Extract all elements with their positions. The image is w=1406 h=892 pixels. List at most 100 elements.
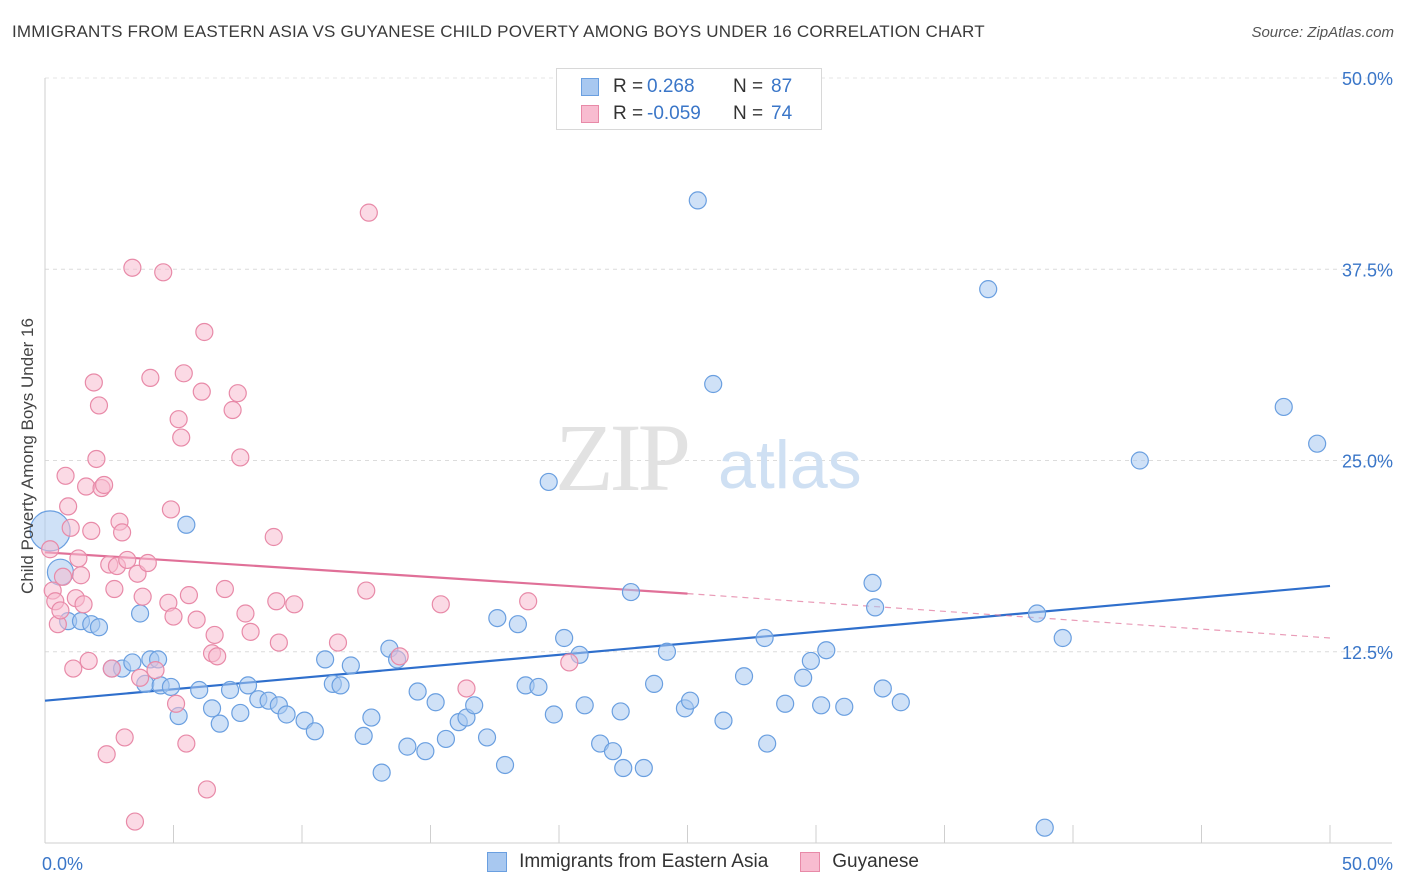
point-guyanese: [41, 540, 60, 559]
y-tick-label: 50.0%: [1342, 69, 1393, 89]
point-guyanese: [112, 523, 132, 542]
point-guyanese: [61, 518, 80, 537]
n-value: 87: [771, 76, 793, 97]
point-eastern-asia: [539, 472, 558, 492]
point-eastern-asia: [1053, 628, 1072, 648]
legend-item-guyanese: Guyanese: [800, 851, 919, 873]
point-guyanese: [105, 579, 124, 599]
point-guyanese: [208, 647, 227, 666]
point-guyanese: [102, 659, 121, 678]
point-eastern-asia: [614, 758, 633, 778]
point-guyanese: [390, 647, 409, 666]
point-guyanese: [328, 633, 348, 652]
point-eastern-asia: [755, 628, 774, 648]
point-guyanese: [177, 734, 196, 753]
point-guyanese: [231, 448, 250, 467]
source-label: Source: ZipAtlas.com: [1251, 24, 1394, 41]
legend-swatch-eastern-asia: [487, 852, 508, 872]
point-eastern-asia: [130, 604, 150, 623]
point-guyanese: [87, 449, 106, 469]
point-guyanese: [51, 601, 70, 620]
point-eastern-asia: [436, 729, 456, 749]
y-tick-label: 25.0%: [1342, 452, 1393, 472]
point-eastern-asia: [190, 680, 209, 700]
point-eastern-asia: [555, 628, 574, 648]
point-eastern-asia: [611, 702, 630, 721]
point-guyanese: [130, 668, 150, 687]
point-guyanese: [187, 610, 206, 629]
point-guyanese: [115, 728, 134, 747]
point-eastern-asia: [1027, 604, 1047, 623]
point-eastern-asia: [866, 598, 885, 617]
point-eastern-asia: [873, 679, 892, 698]
n-value: 74: [771, 103, 793, 124]
point-eastern-asia: [123, 653, 142, 672]
point-eastern-asia: [714, 711, 733, 730]
watermark-atlas: atlas: [718, 427, 862, 503]
point-eastern-asia: [177, 515, 196, 534]
point-eastern-asia: [161, 677, 181, 697]
point-eastern-asia: [331, 676, 350, 695]
point-guyanese: [228, 384, 247, 403]
point-eastern-asia: [238, 676, 258, 695]
point-eastern-asia: [277, 705, 296, 724]
legend-label-guyanese: Guyanese: [832, 851, 919, 872]
point-eastern-asia: [354, 726, 373, 746]
point-guyanese: [174, 364, 193, 383]
r-label: R =: [613, 76, 644, 97]
tick-labels: 12.5% 25.0% 37.5% 50.0% 0.0% 50.0%: [42, 69, 1393, 874]
point-guyanese: [166, 694, 186, 713]
y-tick-label: 37.5%: [1342, 260, 1393, 280]
point-eastern-asia: [1035, 818, 1054, 837]
x-tick-label: 50.0%: [1342, 854, 1393, 874]
point-guyanese: [154, 263, 173, 282]
point-eastern-asia: [891, 693, 910, 712]
point-eastern-asia: [734, 667, 754, 686]
legend-swatch-eastern-asia: [581, 78, 599, 96]
point-guyanese: [74, 595, 93, 614]
point-eastern-asia: [341, 656, 360, 675]
r-label: R =: [613, 103, 644, 124]
point-guyanese: [141, 368, 160, 387]
point-eastern-asia: [657, 642, 677, 661]
point-guyanese: [197, 780, 217, 799]
point-eastern-asia: [495, 755, 515, 775]
point-eastern-asia: [603, 742, 623, 761]
point-eastern-asia: [1130, 451, 1149, 470]
point-guyanese: [519, 592, 538, 611]
point-guyanese: [285, 595, 304, 614]
point-guyanese: [69, 549, 88, 568]
y-axis-label: Child Poverty Among Boys Under 16: [18, 318, 37, 594]
point-guyanese: [71, 566, 91, 585]
point-eastern-asia: [408, 682, 427, 701]
point-eastern-asia: [776, 694, 795, 713]
legend-swatch-guyanese: [581, 105, 599, 123]
point-eastern-asia: [835, 697, 854, 716]
point-guyanese: [95, 475, 114, 495]
point-guyanese: [84, 373, 103, 392]
point-eastern-asia: [220, 680, 240, 700]
point-guyanese: [223, 400, 242, 420]
point-eastern-asia: [398, 737, 417, 756]
point-guyanese: [169, 410, 188, 429]
point-guyanese: [161, 500, 181, 519]
point-guyanese: [146, 661, 165, 680]
point-eastern-asia: [801, 651, 820, 671]
axes: [44, 78, 1392, 844]
point-eastern-asia: [758, 734, 777, 753]
r-value: 0.268: [647, 76, 695, 97]
point-guyanese: [269, 633, 288, 652]
point-eastern-asia: [231, 703, 250, 723]
point-eastern-asia: [477, 728, 497, 747]
x-tick-label: 0.0%: [42, 854, 83, 874]
point-guyanese: [179, 586, 199, 605]
point-eastern-asia: [794, 668, 813, 687]
point-guyanese: [89, 396, 109, 415]
point-eastern-asia: [372, 763, 391, 782]
legend-item-eastern-asia: Immigrants from Eastern Asia: [487, 851, 768, 873]
n-label: N =: [733, 103, 764, 124]
trend-line-eastern-asia: [44, 584, 1331, 702]
trend-line-guyanese-extension: [687, 593, 1331, 639]
point-guyanese: [59, 497, 78, 516]
legend-row-guyanese: R = -0.059 N = 74: [581, 101, 792, 127]
